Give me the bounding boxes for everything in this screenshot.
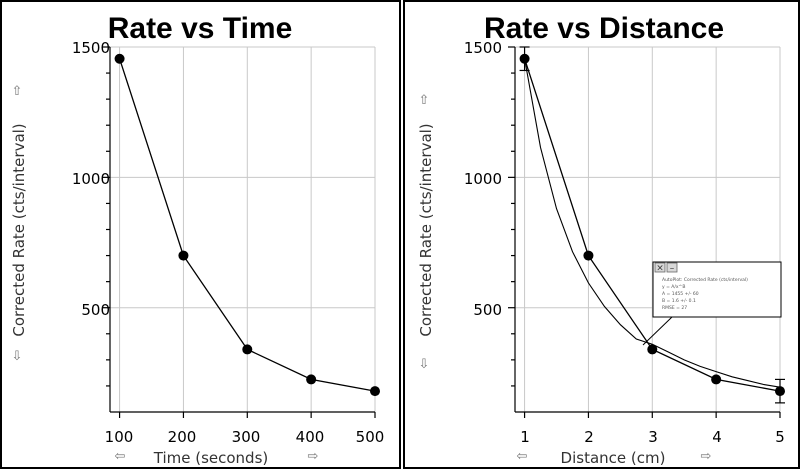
right-fit-curve (524, 58, 781, 388)
rate-vs-time-chart: Rate vs Time 1500 1000 500 100 200 300 4… (10, 12, 384, 467)
left-y-axis-label: Corrected Rate (cts/interval) (10, 123, 28, 336)
left-y-tick-1000: 1000 (72, 170, 110, 188)
right-panel-frame (403, 0, 800, 469)
right-grid (515, 46, 781, 412)
right-x-tick-3: 3 (648, 428, 658, 446)
left-x-axis-label: Time (seconds) (153, 449, 269, 467)
left-plot-area (114, 53, 380, 397)
right-x-tick-1: 1 (520, 428, 530, 446)
right-y-tick-1500: 1500 (464, 39, 502, 57)
info-box-line-2: y = A/x^B (662, 284, 685, 290)
left-x-scroll-right-arrow[interactable]: ⇨ (308, 449, 319, 464)
right-y-scroll-down-arrow[interactable]: ⇩ (419, 357, 430, 372)
left-grid (110, 46, 376, 412)
info-box-line-5: RMSE = 27 (662, 305, 687, 311)
right-y-tick-500: 500 (473, 301, 502, 319)
left-x-tick-200: 200 (168, 428, 197, 446)
right-data-point (583, 250, 594, 261)
info-box-pointer (642, 316, 673, 346)
info-box-line-3: A = 1455 +/- 60 (662, 291, 699, 297)
close-icon: × (656, 264, 664, 274)
left-y-tick-500: 500 (81, 301, 110, 319)
right-x-axis-label: Distance (cm) (561, 449, 666, 467)
left-data-point (178, 250, 189, 261)
right-x-scroll-right-arrow[interactable]: ⇨ (701, 449, 712, 464)
right-data-point (647, 344, 658, 355)
right-plot-area (519, 46, 785, 404)
left-data-point (370, 386, 380, 397)
info-box-close-button[interactable] (654, 262, 666, 273)
left-chart-title: Rate vs Time (108, 12, 293, 45)
left-panel-frame (0, 0, 401, 469)
left-x-scroll-left-arrow[interactable]: ⇦ (115, 449, 126, 464)
right-chart-title: Rate vs Distance (484, 12, 724, 45)
right-x-tick-4: 4 (712, 428, 722, 446)
curve-fit-info-box[interactable]: × – AutoPlot: Corrected Rate (cts/interv… (642, 261, 782, 346)
left-y-tick-1500: 1500 (72, 39, 110, 57)
info-box-line-4: B = 1.6 +/- 0.1 (662, 298, 696, 304)
left-axes (103, 46, 376, 418)
left-x-tick-400: 400 (296, 428, 325, 446)
left-data-point (306, 374, 317, 385)
left-data-point (242, 344, 253, 355)
left-x-tick-500: 500 (356, 428, 385, 446)
rate-vs-distance-chart: Rate vs Distance 1500 1000 500 1 2 3 4 5… (417, 12, 785, 467)
minimize-icon: – (670, 264, 675, 274)
right-x-scroll-left-arrow[interactable]: ⇦ (517, 449, 528, 464)
right-x-tick-5: 5 (775, 428, 785, 446)
right-y-tick-1000: 1000 (464, 170, 502, 188)
right-y-axis-label: Corrected Rate (cts/interval) (417, 123, 435, 336)
right-x-tick-2: 2 (584, 428, 594, 446)
left-x-tick-100: 100 (105, 428, 134, 446)
right-axes (508, 46, 781, 418)
left-data-point (114, 53, 125, 64)
right-data-point (711, 374, 722, 385)
left-y-scroll-up-arrow[interactable]: ⇧ (12, 84, 23, 99)
info-box-line-1: AutoPlot: Corrected Rate (cts/interval) (662, 277, 748, 283)
right-y-scroll-up-arrow[interactable]: ⇧ (419, 93, 430, 108)
left-y-scroll-down-arrow[interactable]: ⇩ (12, 349, 23, 364)
info-box-minimize-button[interactable] (666, 262, 678, 273)
left-x-tick-300: 300 (232, 428, 261, 446)
